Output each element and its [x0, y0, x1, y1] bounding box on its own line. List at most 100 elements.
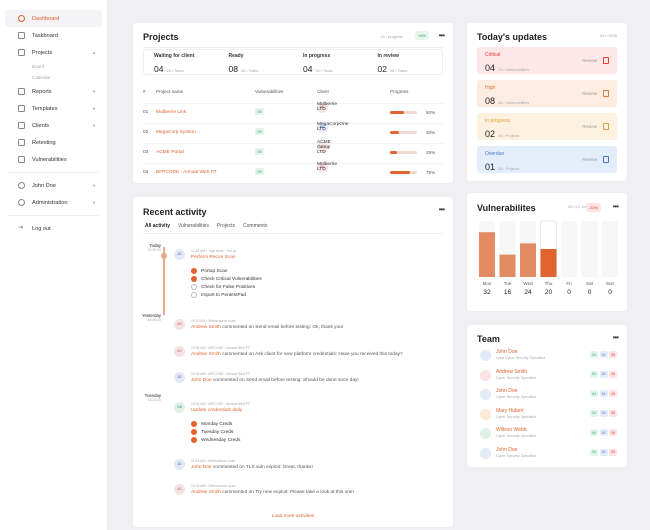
- tab-vulnerabilities[interactable]: Vulnerabilities: [178, 223, 209, 229]
- sidebar-item-vulnerabilities[interactable]: Vulnerabilities: [5, 151, 102, 168]
- avatar: JD: [174, 372, 185, 383]
- activity-item[interactable]: MB 10:24 AM • MRCODE - Annual Web PT Upd…: [174, 402, 441, 450]
- member-role: Cyber Security Specialist: [496, 453, 536, 458]
- projects-more-icon[interactable]: •••: [438, 31, 445, 40]
- checklist-item[interactable]: Check Critical Vulnerabilities: [191, 276, 262, 282]
- member-name[interactable]: Mary Hubert: [496, 407, 524, 414]
- member-count-badge: 05: [609, 370, 617, 378]
- sidebar-item-taskboard[interactable]: Taskboard: [5, 27, 102, 44]
- kpi-ready[interactable]: Ready 08 28 • Tasks: [228, 53, 259, 74]
- member-name[interactable]: John Doe: [496, 388, 518, 394]
- progress-percent: 50%: [426, 110, 436, 115]
- tick-label: Sat: [586, 281, 594, 286]
- flag-icon: [603, 57, 609, 64]
- update-tile-in-progress[interactable]: In progress 02 08 • Projects Review: [477, 113, 617, 140]
- update-sub: 24 • Vulnerabilities: [498, 68, 530, 72]
- member-name[interactable]: John Doe: [496, 446, 518, 453]
- team-member[interactable]: John Doe Lead Cyber Security Specialist 04…: [477, 347, 617, 364]
- team-member[interactable]: Willson Webb Cyber Security Specialist 04 1…: [477, 425, 617, 442]
- team-more-icon[interactable]: •••: [612, 333, 619, 342]
- member-count-badge: 04: [590, 351, 598, 358]
- activity-item[interactable]: AS 10:20 AM • Webscanner scan Andrew Smi…: [174, 319, 441, 333]
- activity-item[interactable]: JD 11:45 AM • Task done · Set up Perform…: [174, 249, 441, 304]
- activity-item[interactable]: JD 10:04 AM • MRCODE - Annual Web PT Joh…: [174, 372, 441, 386]
- activity-item[interactable]: AS 10:04 AM • MRCODE - Annual Web PT And…: [174, 346, 441, 360]
- project-name-link[interactable]: MegaCorp System: [156, 130, 196, 135]
- activity-item[interactable]: AS 10:24 AM • Webscanner scan Andrew Smi…: [174, 484, 441, 498]
- update-label: In progress: [485, 118, 511, 124]
- vulnerabilities-more-icon[interactable]: •••: [612, 202, 619, 211]
- sidebar-item-projects[interactable]: Projects ▲: [5, 44, 102, 61]
- sidebar-item-clients[interactable]: Clients ▼: [5, 117, 102, 134]
- templates-icon: [18, 105, 25, 112]
- data-label: 0: [567, 289, 571, 296]
- tab-comments[interactable]: Comments: [243, 223, 268, 229]
- bar-thu[interactable]: [540, 249, 557, 277]
- projects-table-header: # Project name Vulnerabilities Client Pr…: [143, 89, 443, 99]
- col-progress: Progress: [390, 89, 409, 94]
- team-member[interactable]: Mary Hubert Cyber Security Specialist 04 16…: [477, 406, 617, 423]
- check-icon: [191, 276, 197, 282]
- sidebar-item-profile[interactable]: John Doe ▼: [5, 177, 102, 194]
- kpi-in-review[interactable]: In review 02 08 • Tasks: [377, 53, 408, 74]
- member-name[interactable]: Andrew Smith: [496, 368, 528, 375]
- team-member[interactable]: John Doe Cyber Security Specialist 04 16 05: [477, 386, 617, 403]
- bar-mon[interactable]: [479, 232, 495, 277]
- member-name[interactable]: John Doe: [496, 349, 518, 355]
- member-count-badge: 04: [590, 448, 598, 456]
- tab-projects[interactable]: Projects: [216, 223, 236, 229]
- folder-icon: [18, 49, 25, 56]
- update-label: Critical: [485, 52, 501, 58]
- kpi-in-progress[interactable]: In progress 04 34 • Tasks: [303, 53, 333, 74]
- sidebar-item-retesting[interactable]: Retesting: [5, 134, 102, 151]
- col-num: #: [143, 89, 146, 94]
- bar-tue[interactable]: [499, 254, 516, 277]
- member-name[interactable]: Willson Webb: [496, 427, 527, 433]
- review-link[interactable]: Review: [582, 157, 597, 162]
- chevron-down-icon: ▼: [92, 183, 96, 188]
- sidebar-item-dashboard[interactable]: Dashboard: [5, 10, 102, 27]
- update-tile-overdue[interactable]: Overdue 01 28 • Projects Review: [477, 146, 617, 173]
- update-tile-critical[interactable]: Critical 04 24 • Vulnerabilities Review: [477, 47, 617, 74]
- projects-title: Projects: [143, 32, 179, 42]
- activity-more-icon[interactable]: •••: [438, 205, 445, 214]
- projects-filter-text: 04 • progress: [380, 35, 403, 39]
- avatar: [480, 369, 491, 381]
- checklist-item[interactable]: Monday Creds: [191, 421, 232, 427]
- sidebar-item-reports[interactable]: Reports ▼: [5, 83, 102, 100]
- project-name-link[interactable]: ACME Portal: [156, 150, 184, 155]
- checklist-item[interactable]: Wednesday Creds: [191, 437, 240, 443]
- kpi-waiting[interactable]: Waiting for client 04 28 • Tasks: [154, 53, 195, 74]
- sidebar-subitem-calendar[interactable]: Calendar: [32, 75, 51, 80]
- check-icon: [191, 429, 197, 435]
- team-member[interactable]: Andrew Smith Cyber Security Specialist 04 1…: [477, 367, 617, 384]
- member-count-badge: 16: [599, 429, 608, 436]
- sidebar: Dashboard Taskboard Projects ▲ Board Cale…: [0, 0, 108, 530]
- avatar: JD: [174, 459, 185, 470]
- activity-item[interactable]: JD 11:43 AM • Webscanner scan John Doe c…: [174, 459, 441, 473]
- update-tile-high[interactable]: High 08 48 • Vulnerabilities Review: [477, 80, 617, 107]
- review-link[interactable]: Review: [582, 58, 597, 63]
- update-label: High: [485, 85, 496, 91]
- review-link[interactable]: Review: [582, 91, 597, 96]
- project-name-link[interactable]: Mulberrie Link: [156, 110, 187, 115]
- checklist-item[interactable]: Tuesday Creds: [191, 429, 233, 435]
- review-link[interactable]: Review: [582, 124, 597, 129]
- sidebar-item-templates[interactable]: Templates ▼: [5, 100, 102, 117]
- member-counts: 04 16 05: [590, 370, 617, 378]
- sidebar-item-logout[interactable]: ⇥ Log out: [18, 225, 51, 232]
- checklist-item[interactable]: Import to PentestPad: [191, 292, 246, 298]
- checklist-item[interactable]: Portup Scan: [191, 268, 227, 274]
- load-more-link[interactable]: Load more activities: [271, 514, 315, 519]
- bar-wed[interactable]: [520, 243, 536, 277]
- project-name-link[interactable]: BFPCODE - Annual Web PT: [156, 170, 217, 175]
- checklist-item[interactable]: Check for False Positives: [191, 284, 255, 290]
- sidebar-item-administration[interactable]: Administration ▼: [5, 194, 102, 211]
- activity-link[interactable]: Perform Recon Scan: [191, 255, 236, 260]
- sidebar-subitem-board[interactable]: Board: [32, 64, 45, 69]
- team-member[interactable]: John Doe Cyber Security Specialist 04 16 05: [477, 445, 617, 462]
